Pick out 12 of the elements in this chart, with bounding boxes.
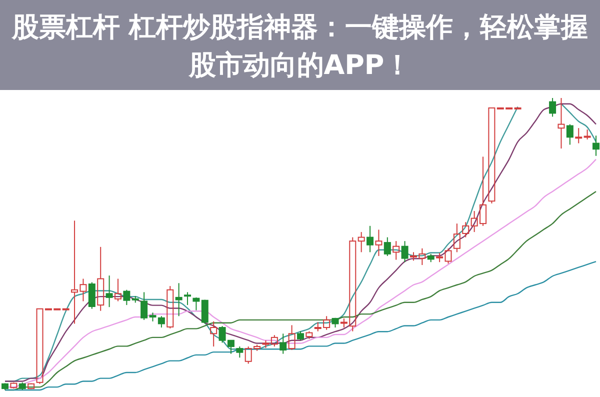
candlestick bbox=[366, 225, 374, 253]
candlestick bbox=[558, 98, 565, 150]
candlestick bbox=[575, 128, 582, 144]
candlestick bbox=[592, 135, 600, 156]
candlestick bbox=[392, 240, 400, 260]
candlestick bbox=[106, 275, 113, 308]
chart-title: 股票杠杆 杠杆炒股指神器：一键操作，轻松掌握股市动向的APP！ bbox=[10, 12, 588, 81]
candlestick bbox=[97, 246, 104, 312]
candlestick bbox=[358, 232, 365, 253]
candlestick bbox=[375, 229, 382, 256]
candlestick bbox=[175, 282, 182, 317]
candlestick bbox=[280, 333, 287, 354]
